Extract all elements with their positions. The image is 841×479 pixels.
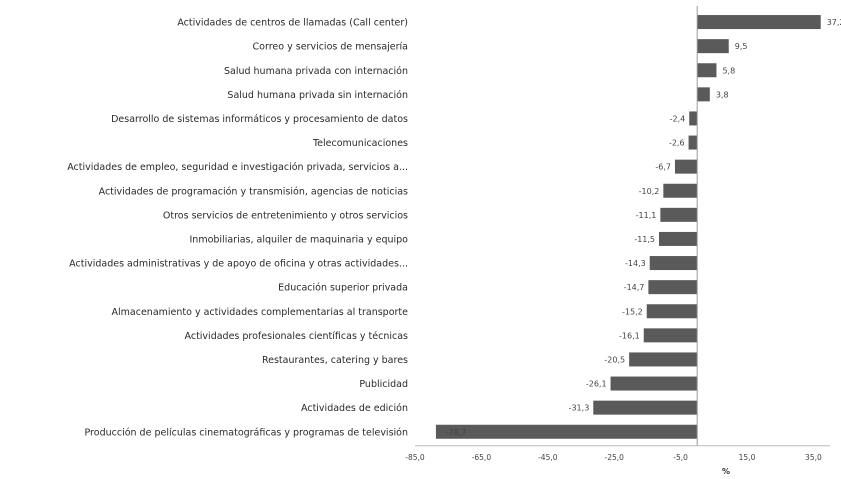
category-label: Salud humana privada sin internación — [227, 90, 408, 101]
bar — [629, 352, 698, 367]
category-label: Telecomunicaciones — [312, 138, 408, 149]
x-axis-ticks: -85,0 -65,0 -45,0 -25,0 -5,0 15,0 35,0 — [405, 445, 830, 462]
category-label: Correo y servicios de mensajería — [253, 42, 408, 53]
x-tick-label: -85,0 — [405, 453, 425, 462]
x-tick-label: -65,0 — [472, 453, 492, 462]
bar — [697, 39, 729, 54]
x-tick-label: -5,0 — [673, 453, 688, 462]
bar — [697, 87, 710, 102]
data-label: -11,1 — [636, 211, 657, 220]
category-label: Publicidad — [359, 379, 408, 390]
bar — [610, 376, 698, 391]
data-label: -14,7 — [624, 283, 645, 292]
data-label: -2,4 — [670, 114, 686, 123]
data-label: 37,2 — [827, 18, 841, 27]
bar — [697, 15, 821, 30]
data-label: -15,2 — [622, 307, 643, 316]
bar — [689, 111, 698, 126]
category-label: Actividades de empleo, seguridad e inves… — [67, 162, 408, 173]
category-label: Actividades de edición — [301, 403, 408, 414]
data-label: -16,1 — [619, 331, 640, 340]
category-label: Actividades administrativas y de apoyo d… — [69, 259, 408, 270]
data-label: -20,5 — [604, 355, 625, 364]
bars — [435, 15, 821, 439]
data-label: 9,5 — [735, 42, 748, 51]
bar — [663, 183, 698, 198]
data-label: -31,3 — [569, 404, 590, 413]
bar — [660, 207, 698, 222]
x-tick-label: 15,0 — [739, 453, 756, 462]
bar — [697, 63, 717, 78]
data-label: -26,1 — [586, 380, 607, 389]
x-tick-label: 35,0 — [805, 453, 822, 462]
bar — [435, 424, 698, 439]
data-label: -14,3 — [625, 259, 646, 268]
category-label: Almacenamiento y actividades complementa… — [112, 307, 409, 318]
bar — [593, 400, 698, 415]
category-label: Otros servicios de entretenimiento y otr… — [163, 210, 408, 221]
data-label: -11,5 — [634, 235, 655, 244]
data-label: -78,7 — [446, 428, 467, 437]
category-label: Educación superior privada — [278, 283, 408, 294]
data-label: -6,7 — [655, 163, 671, 172]
category-label: Desarrollo de sistemas informáticos y pr… — [111, 114, 408, 125]
x-axis-title: % — [722, 467, 730, 476]
bar — [674, 159, 698, 174]
category-labels: Actividades de centros de llamadas (Call… — [67, 18, 408, 439]
category-label: Actividades de programación y transmisió… — [99, 186, 408, 197]
data-label: 5,8 — [722, 66, 735, 75]
category-label: Inmobiliarias, alquiler de maquinaria y … — [190, 234, 409, 245]
data-label: -2,6 — [669, 139, 685, 148]
category-label: Actividades de centros de llamadas (Call… — [177, 18, 408, 29]
bar — [646, 304, 698, 319]
x-tick-label: -45,0 — [538, 453, 558, 462]
category-label: Salud humana privada con internación — [224, 66, 408, 77]
category-label: Actividades profesionales científicas y … — [185, 331, 409, 342]
bar — [659, 231, 698, 246]
category-label: Producción de películas cinematográficas… — [85, 427, 409, 438]
bar — [643, 328, 698, 343]
category-label: Restaurantes, catering y bares — [262, 355, 408, 366]
value-labels: 37,2 9,5 5,8 3,8 -2,4 -2,6 -6,7 -10,2 -11,1 -11,5… — [446, 18, 841, 437]
bar — [648, 280, 698, 295]
data-label: 3,8 — [716, 90, 729, 99]
bar — [688, 135, 698, 150]
data-label: -10,2 — [639, 187, 660, 196]
x-tick-label: -25,0 — [604, 453, 624, 462]
bar — [649, 256, 698, 271]
